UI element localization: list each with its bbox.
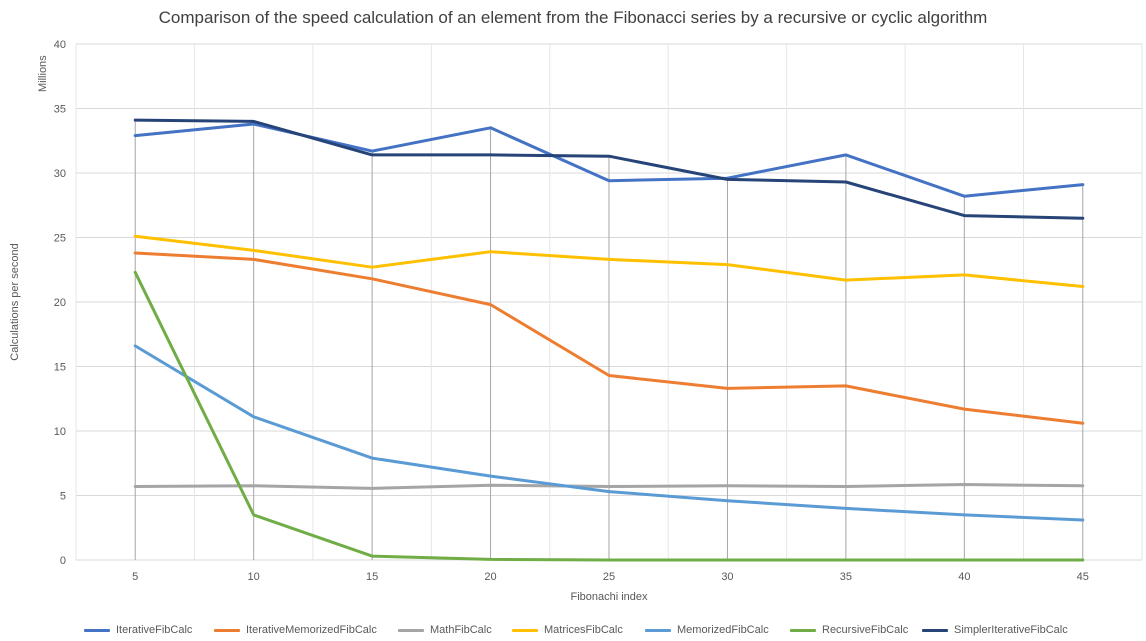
legend: IterativeFibCalc IterativeMemorizedFibCal…: [0, 622, 1146, 638]
x-tick-label: 15: [366, 571, 378, 583]
y-axis-title: Calculations per second: [9, 243, 21, 360]
legend-swatch: [84, 628, 110, 632]
x-tick-label: 10: [248, 571, 260, 583]
chart-title: Comparison of the speed calculation of a…: [158, 8, 988, 27]
legend-label: IterativeMemorizedFibCalc: [246, 624, 377, 636]
series-line: [133, 251, 1085, 425]
legend-item: MathFibCalc: [398, 622, 492, 638]
legend-swatch: [214, 628, 240, 632]
series-line: [133, 118, 1085, 220]
series-layer: [133, 118, 1085, 562]
x-tick-label: 40: [958, 571, 970, 583]
y-tick-label: 30: [54, 168, 66, 180]
series-line: [133, 270, 1085, 562]
series-line: [133, 344, 1085, 522]
labels-layer: 0 5 10 15 20 25 30 35 40 5 10 15 20 25 30 35 40 45: [54, 39, 1089, 583]
legend-label: MemorizedFibCalc: [677, 624, 769, 636]
y-tick-label: 5: [60, 491, 66, 503]
y-tick-label: 40: [54, 39, 66, 51]
legend-label: MathFibCalc: [430, 624, 492, 636]
y-tick-label: 20: [54, 297, 66, 309]
y-tick-label: 15: [54, 362, 66, 374]
grid-layer: [75, 43, 1143, 561]
legend-swatch: [398, 628, 424, 632]
x-tick-label: 5: [132, 571, 138, 583]
legend-swatch: [645, 628, 671, 632]
legend-swatch: [790, 628, 816, 632]
x-axis-title: Fibonachi index: [570, 591, 648, 603]
x-tick-label: 20: [484, 571, 496, 583]
x-tick-label: 35: [840, 571, 852, 583]
y-tick-label: 0: [60, 555, 66, 567]
legend-swatch: [512, 628, 538, 632]
legend-label: RecursiveFibCalc: [822, 624, 909, 636]
y-tick-label: 25: [54, 233, 66, 245]
y-unit-label: Millions: [37, 55, 49, 92]
legend-item: IterativeMemorizedFibCalc: [214, 622, 377, 638]
series-line: [133, 234, 1085, 288]
legend-item: MemorizedFibCalc: [645, 622, 769, 638]
x-tick-label: 30: [721, 571, 733, 583]
y-tick-label: 10: [54, 426, 66, 438]
legend-label: MatricesFibCalc: [544, 624, 623, 636]
legend-item: SimplerIterativeFibCalc: [922, 622, 1068, 638]
legend-label: IterativeFibCalc: [116, 624, 193, 636]
series-line: [133, 483, 1085, 490]
legend-item: IterativeFibCalc: [84, 622, 192, 638]
y-tick-label: 35: [54, 104, 66, 116]
legend-item: MatricesFibCalc: [512, 622, 623, 638]
legend-swatch: [922, 628, 948, 632]
x-tick-label: 25: [603, 571, 615, 583]
x-tick-label: 45: [1077, 571, 1089, 583]
legend-label: SimplerIterativeFibCalc: [954, 624, 1068, 636]
legend-item: RecursiveFibCalc: [790, 622, 908, 638]
